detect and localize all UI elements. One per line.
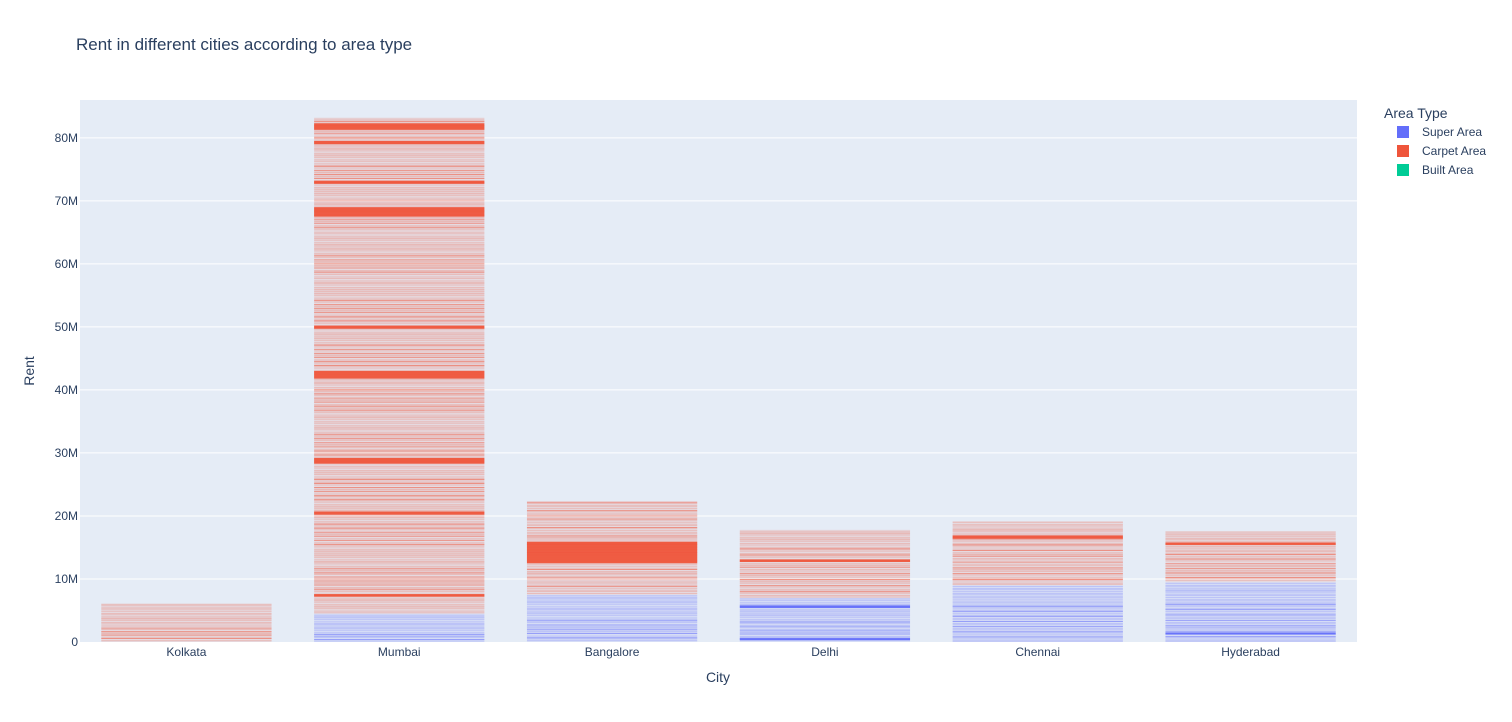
bar-bangalore-carpet-area[interactable] [526,501,698,595]
bar-chennai-super-area[interactable] [952,585,1123,642]
bar-hyderabad-super-area[interactable] [1165,582,1336,642]
legend-swatch [1397,126,1409,138]
bar-dense-band [526,541,698,564]
plot-area [80,100,1357,642]
y-tick-label: 60M [55,257,78,271]
y-tick-label: 40M [55,383,78,397]
bar-dense-band [1165,632,1336,635]
legend-label: Super Area [1422,125,1482,139]
y-tick-label: 10M [55,572,78,586]
legend-item-super-area[interactable]: Super Area [1397,125,1482,139]
x-tick-label-mumbai: Mumbai [378,645,421,659]
chart-title: Rent in different cities according to ar… [76,35,412,54]
x-tick-label-delhi: Delhi [811,645,838,659]
bar-dense-band [314,371,485,379]
legend: Area Type Super Area Carpet Area Built Are… [1384,105,1486,177]
bar-chennai-carpet-area[interactable] [952,520,1123,586]
y-axis-title: Rent [21,356,37,386]
bar-dense-band [314,140,485,145]
x-tick-label-hyderabad: Hyderabad [1221,645,1280,659]
bar-hyderabad-carpet-area[interactable] [1165,531,1336,583]
y-tick-label: 70M [55,194,78,208]
bar-dense-band [314,594,485,597]
bar-dense-band [739,605,911,608]
bar-kolkata-carpet-area[interactable] [101,603,272,642]
legend-swatch [1397,145,1409,157]
bar-bangalore-super-area[interactable] [526,594,698,642]
bar-dense-band [314,325,485,329]
bar-dense-band [739,559,911,562]
bar-dense-band [314,511,485,515]
y-tick-label: 30M [55,446,78,460]
legend-item-carpet-area[interactable]: Carpet Area [1397,144,1486,158]
bar-mumbai-carpet-area[interactable] [314,117,485,614]
legend-swatch [1397,164,1409,176]
legend-item-built-area[interactable]: Built Area [1397,163,1474,177]
y-tick-label: 80M [55,131,78,145]
legend-title: Area Type [1384,105,1448,121]
bar-dense-band [952,535,1123,539]
y-tick-label: 20M [55,509,78,523]
bars[interactable] [101,117,1336,642]
legend-label: Built Area [1422,163,1474,177]
y-axis-ticks: 0 10M 20M 30M 40M 50M 60M 70M 80M [55,131,79,649]
bar-dense-band [739,638,911,641]
bar-delhi-carpet-area[interactable] [739,529,911,598]
x-tick-label-chennai: Chennai [1015,645,1060,659]
bar-dense-band [314,457,485,464]
legend-label: Carpet Area [1422,144,1486,158]
x-tick-label-bangalore: Bangalore [585,645,640,659]
grid-lines [80,137,1357,580]
y-tick-label: 50M [55,320,78,334]
x-axis-title: City [706,669,730,685]
bar-dense-band [314,123,485,130]
bar-delhi-super-area[interactable] [739,597,911,642]
x-axis-ticks: Kolkata Mumbai Bangalore Delhi Chennai Hydera… [166,645,1280,659]
y-tick-label: 0 [71,635,78,649]
bar-dense-band [1165,542,1336,545]
bar-dense-band [314,180,485,184]
x-tick-label-kolkata: Kolkata [166,645,206,659]
bar-mumbai-super-area[interactable] [314,613,485,642]
bar-dense-band [314,207,485,217]
